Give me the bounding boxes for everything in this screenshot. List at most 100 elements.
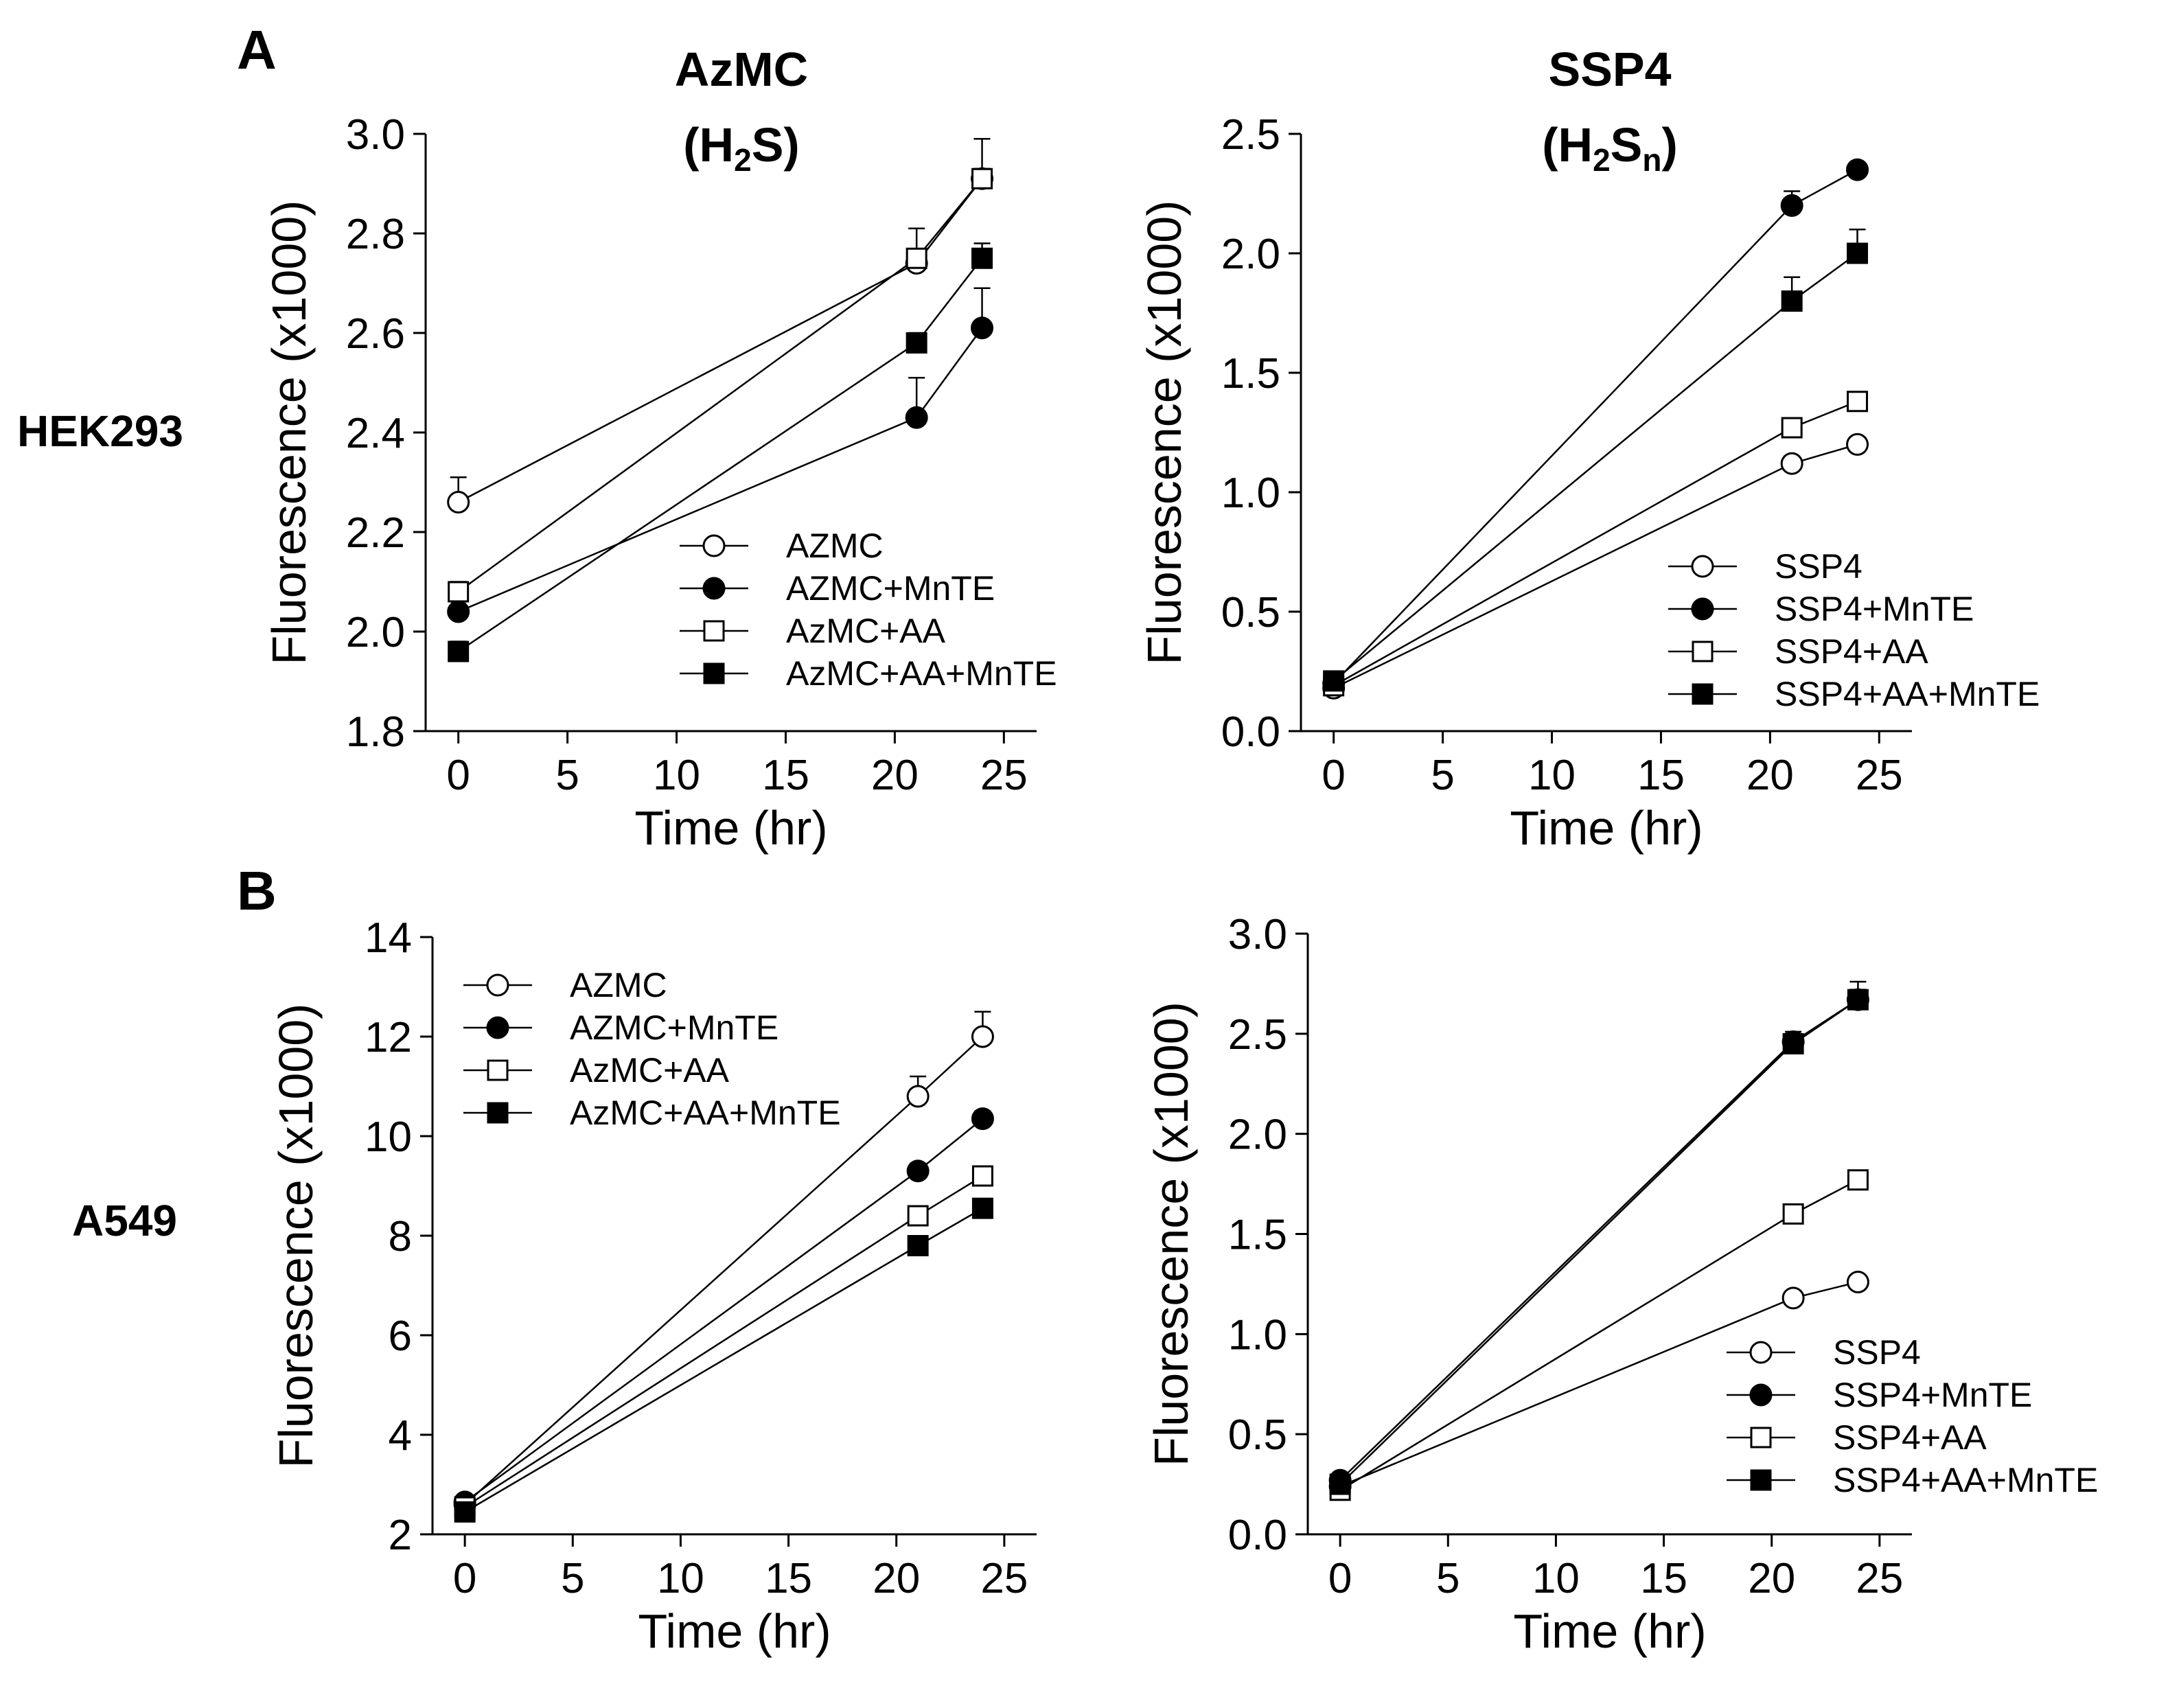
data-point <box>971 1165 993 1187</box>
legend-marker <box>487 1059 509 1081</box>
circle-filled-icon <box>1780 194 1803 217</box>
square-open-icon <box>971 168 993 189</box>
square-open-icon <box>907 1205 929 1227</box>
panel-label-a: A <box>237 19 277 80</box>
data-point <box>971 316 994 340</box>
circle-open-icon <box>1781 1286 1805 1310</box>
legend-marker <box>702 577 726 600</box>
x-tick-label: 15 <box>1637 752 1685 799</box>
x-tick-label: 25 <box>980 1555 1028 1602</box>
x-tick-label: 25 <box>1856 1555 1903 1602</box>
x-tick-label: 5 <box>561 1555 584 1602</box>
data-point <box>971 168 993 189</box>
y-tick-label: 12 <box>365 1014 412 1061</box>
y-tick-label: 1.8 <box>346 708 405 756</box>
column-title-azmc: AzMC <box>675 43 808 96</box>
circle-filled-icon <box>971 316 994 340</box>
data-point <box>971 247 993 269</box>
data-point <box>1782 1032 1804 1054</box>
series-ssp4-aa-mnte <box>1323 228 1869 692</box>
x-tick-label: 5 <box>1436 1555 1460 1602</box>
circle-open-icon <box>702 534 726 557</box>
column-title-ssp4: SSP4 <box>1549 43 1672 96</box>
square-open-icon <box>971 1165 993 1187</box>
data-point <box>907 1205 929 1227</box>
legend-label: AZMC <box>786 527 884 565</box>
x-tick-label: 20 <box>871 752 919 799</box>
x-tick-label: 0 <box>1328 1555 1352 1602</box>
series-azmc-aa-mnte <box>448 242 993 662</box>
legend: AZMC AZMC+MnTE AzMC+AA AzMC+AA+MnTE <box>463 966 841 1132</box>
square-filled-icon <box>703 662 725 684</box>
data-point <box>1847 989 1869 1011</box>
x-axis-title: Time (hr) <box>1510 801 1703 855</box>
data-point <box>454 1501 476 1523</box>
y-tick-label: 2.6 <box>346 310 405 358</box>
legend-label: AZMC+MnTE <box>786 569 995 608</box>
x-tick-label: 10 <box>1528 752 1576 799</box>
series-azmc-aa-mnte <box>454 1197 993 1523</box>
circle-filled-icon <box>971 1107 994 1131</box>
legend: AZMC AZMC+MnTE AzMC+AA AzMC+AA+MnTE <box>680 527 1057 693</box>
x-tick-label: 20 <box>1746 752 1794 799</box>
x-tick-label: 10 <box>657 1555 704 1602</box>
y-tick-label: 0.5 <box>1221 589 1280 636</box>
data-point <box>447 491 470 513</box>
circle-filled-icon <box>906 1159 930 1183</box>
data-point <box>907 1235 929 1256</box>
legend-marker <box>1692 640 1714 662</box>
x-tick-label: 0 <box>1322 752 1345 799</box>
y-tick-label: 2.5 <box>1221 111 1280 159</box>
data-point <box>906 1085 930 1108</box>
square-filled-icon <box>906 332 927 354</box>
x-tick-label: 15 <box>765 1555 812 1602</box>
y-axis-title: Fluorescence (x1000) <box>1144 1002 1198 1466</box>
legend-marker <box>1691 555 1714 578</box>
column-subtitle-azmc: (H2S) <box>683 118 799 178</box>
x-tick-label: 15 <box>762 752 809 799</box>
square-filled-icon <box>1847 989 1869 1011</box>
circle-filled-icon <box>486 1016 509 1039</box>
square-filled-icon <box>1692 683 1714 705</box>
data-point <box>1781 290 1803 312</box>
data-point <box>1780 194 1803 217</box>
data-point <box>1329 1473 1351 1495</box>
subtitle-subscript: n <box>1642 142 1661 178</box>
square-open-icon <box>1847 391 1869 413</box>
circle-open-icon <box>486 973 509 997</box>
square-filled-icon <box>907 1235 929 1256</box>
square-filled-icon <box>1782 1032 1804 1054</box>
legend-marker <box>487 1102 509 1124</box>
y-tick-label: 1.0 <box>1221 470 1280 517</box>
panel-label-b: B <box>237 860 277 921</box>
square-filled-icon <box>487 1102 509 1124</box>
series-azmc-aa <box>448 138 993 603</box>
x-tick-label: 25 <box>980 752 1028 799</box>
legend-marker <box>486 1016 509 1039</box>
y-tick-label: 6 <box>389 1313 412 1360</box>
y-tick-label: 2.0 <box>1228 1111 1287 1159</box>
column-subtitle-ssp4: (H2Sn) <box>1542 118 1678 178</box>
square-filled-icon <box>448 640 470 662</box>
y-tick-label: 1.5 <box>1221 350 1280 397</box>
square-filled-icon <box>971 247 993 269</box>
y-tick-label: 14 <box>365 914 412 962</box>
square-filled-icon <box>971 1197 993 1219</box>
chart-hek293-azmc: 1.8 2.0 2.2 2.4 2.6 2.8 3.0 0 5 10 15 20 25 Time (hr)… <box>262 111 1057 855</box>
y-tick-label: 8 <box>389 1213 412 1260</box>
legend-label: SSP4+AA+MnTE <box>1775 675 2040 713</box>
data-point <box>971 1025 994 1048</box>
subtitle-part: S <box>752 118 784 172</box>
legend-label: AZMC <box>570 966 667 1004</box>
x-tick-label: 10 <box>653 752 700 799</box>
y-axis-title: Fluorescence (x1000) <box>1138 200 1191 665</box>
legend-label: SSP4+AA <box>1833 1418 1987 1457</box>
x-axis-title: Time (hr) <box>1513 1604 1706 1658</box>
legend-label: AzMC+AA+MnTE <box>786 654 1057 693</box>
circle-open-icon <box>447 491 470 513</box>
legend-label: AZMC+MnTE <box>570 1008 778 1047</box>
x-axis-title: Time (hr) <box>638 1604 831 1658</box>
square-filled-icon <box>1847 242 1869 264</box>
y-tick-label: 4 <box>389 1412 412 1459</box>
row-label-hek293: HEK293 <box>17 406 183 456</box>
